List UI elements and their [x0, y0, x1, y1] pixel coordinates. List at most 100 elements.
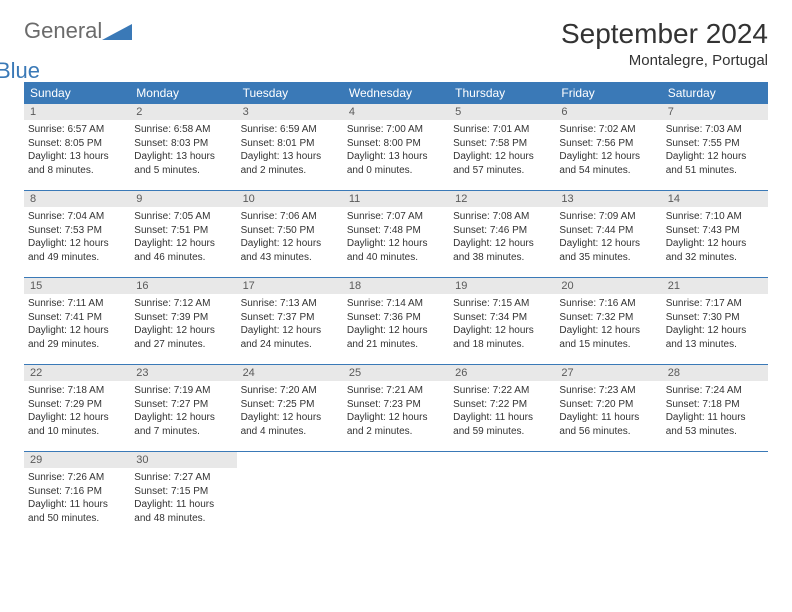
day-number: 8 — [24, 191, 130, 207]
week-row: 1Sunrise: 6:57 AMSunset: 8:05 PMDaylight… — [24, 104, 768, 191]
sunset-line: Sunset: 7:37 PM — [241, 311, 339, 325]
calendar-cell: 19Sunrise: 7:15 AMSunset: 7:34 PMDayligh… — [449, 278, 555, 364]
sunset-line: Sunset: 7:55 PM — [666, 137, 764, 151]
day-number: 19 — [449, 278, 555, 294]
day-details: Sunrise: 7:19 AMSunset: 7:27 PMDaylight:… — [130, 381, 236, 444]
sunrise-line: Sunrise: 7:07 AM — [347, 210, 445, 224]
sunset-line: Sunset: 8:05 PM — [28, 137, 126, 151]
day-details: Sunrise: 7:23 AMSunset: 7:20 PMDaylight:… — [555, 381, 661, 444]
daylight-line: Daylight: 12 hours and 29 minutes. — [28, 324, 126, 351]
day-number: 9 — [130, 191, 236, 207]
sunset-line: Sunset: 7:51 PM — [134, 224, 232, 238]
sunrise-line: Sunrise: 7:26 AM — [28, 471, 126, 485]
day-headers: Sunday Monday Tuesday Wednesday Thursday… — [24, 82, 768, 104]
sunrise-line: Sunrise: 7:05 AM — [134, 210, 232, 224]
daylight-line: Daylight: 12 hours and 7 minutes. — [134, 411, 232, 438]
calendar-cell: 5Sunrise: 7:01 AMSunset: 7:58 PMDaylight… — [449, 104, 555, 190]
calendar-cell: 23Sunrise: 7:19 AMSunset: 7:27 PMDayligh… — [130, 365, 236, 451]
sunrise-line: Sunrise: 6:58 AM — [134, 123, 232, 137]
sunset-line: Sunset: 7:22 PM — [453, 398, 551, 412]
daylight-line: Daylight: 13 hours and 8 minutes. — [28, 150, 126, 177]
calendar-cell: 4Sunrise: 7:00 AMSunset: 8:00 PMDaylight… — [343, 104, 449, 190]
daylight-line: Daylight: 12 hours and 21 minutes. — [347, 324, 445, 351]
weeks-grid: 1Sunrise: 6:57 AMSunset: 8:05 PMDaylight… — [24, 104, 768, 538]
day-number: 11 — [343, 191, 449, 207]
sunset-line: Sunset: 7:30 PM — [666, 311, 764, 325]
day-details: Sunrise: 7:17 AMSunset: 7:30 PMDaylight:… — [662, 294, 768, 357]
day-number: 5 — [449, 104, 555, 120]
day-number: 16 — [130, 278, 236, 294]
sunrise-line: Sunrise: 7:23 AM — [559, 384, 657, 398]
sunrise-line: Sunrise: 7:17 AM — [666, 297, 764, 311]
day-details: Sunrise: 7:21 AMSunset: 7:23 PMDaylight:… — [343, 381, 449, 444]
daylight-line: Daylight: 13 hours and 2 minutes. — [241, 150, 339, 177]
day-details: Sunrise: 7:14 AMSunset: 7:36 PMDaylight:… — [343, 294, 449, 357]
calendar-cell: 3Sunrise: 6:59 AMSunset: 8:01 PMDaylight… — [237, 104, 343, 190]
sunrise-line: Sunrise: 7:21 AM — [347, 384, 445, 398]
sunrise-line: Sunrise: 7:20 AM — [241, 384, 339, 398]
sunset-line: Sunset: 8:03 PM — [134, 137, 232, 151]
sunset-line: Sunset: 7:53 PM — [28, 224, 126, 238]
week-row: 29Sunrise: 7:26 AMSunset: 7:16 PMDayligh… — [24, 452, 768, 538]
day-details: Sunrise: 7:24 AMSunset: 7:18 PMDaylight:… — [662, 381, 768, 444]
day-details: Sunrise: 7:10 AMSunset: 7:43 PMDaylight:… — [662, 207, 768, 270]
calendar-cell: 12Sunrise: 7:08 AMSunset: 7:46 PMDayligh… — [449, 191, 555, 277]
day-number: 23 — [130, 365, 236, 381]
sunrise-line: Sunrise: 7:10 AM — [666, 210, 764, 224]
day-details: Sunrise: 7:11 AMSunset: 7:41 PMDaylight:… — [24, 294, 130, 357]
sunset-line: Sunset: 7:25 PM — [241, 398, 339, 412]
daylight-line: Daylight: 11 hours and 59 minutes. — [453, 411, 551, 438]
day-number: 1 — [24, 104, 130, 120]
sunrise-line: Sunrise: 7:22 AM — [453, 384, 551, 398]
calendar-cell: 18Sunrise: 7:14 AMSunset: 7:36 PMDayligh… — [343, 278, 449, 364]
day-details: Sunrise: 7:06 AMSunset: 7:50 PMDaylight:… — [237, 207, 343, 270]
calendar-cell: 13Sunrise: 7:09 AMSunset: 7:44 PMDayligh… — [555, 191, 661, 277]
day-number: 3 — [237, 104, 343, 120]
day-number: 27 — [555, 365, 661, 381]
sunset-line: Sunset: 7:48 PM — [347, 224, 445, 238]
sunset-line: Sunset: 8:01 PM — [241, 137, 339, 151]
day-header-mon: Monday — [130, 82, 236, 104]
daylight-line: Daylight: 12 hours and 38 minutes. — [453, 237, 551, 264]
sunset-line: Sunset: 7:56 PM — [559, 137, 657, 151]
sunrise-line: Sunrise: 7:12 AM — [134, 297, 232, 311]
daylight-line: Daylight: 12 hours and 43 minutes. — [241, 237, 339, 264]
calendar-cell: 9 Sunrise: 7:05 AMSunset: 7:51 PMDaylight… — [130, 191, 236, 277]
sunset-line: Sunset: 7:27 PM — [134, 398, 232, 412]
daylight-line: Daylight: 12 hours and 46 minutes. — [134, 237, 232, 264]
day-details: Sunrise: 7:07 AMSunset: 7:48 PMDaylight:… — [343, 207, 449, 270]
sunset-line: Sunset: 7:16 PM — [28, 485, 126, 499]
sunset-line: Sunset: 7:44 PM — [559, 224, 657, 238]
sunrise-line: Sunrise: 7:08 AM — [453, 210, 551, 224]
sunset-line: Sunset: 7:20 PM — [559, 398, 657, 412]
day-details: Sunrise: 7:18 AMSunset: 7:29 PMDaylight:… — [24, 381, 130, 444]
daylight-line: Daylight: 12 hours and 32 minutes. — [666, 237, 764, 264]
sunrise-line: Sunrise: 7:00 AM — [347, 123, 445, 137]
logo-text-general: General — [24, 18, 102, 43]
sunset-line: Sunset: 8:00 PM — [347, 137, 445, 151]
daylight-line: Daylight: 11 hours and 53 minutes. — [666, 411, 764, 438]
calendar-cell: 28Sunrise: 7:24 AMSunset: 7:18 PMDayligh… — [662, 365, 768, 451]
calendar-cell: 22Sunrise: 7:18 AMSunset: 7:29 PMDayligh… — [24, 365, 130, 451]
title-block: September 2024 Montalegre, Portugal — [561, 18, 768, 69]
day-details: Sunrise: 7:20 AMSunset: 7:25 PMDaylight:… — [237, 381, 343, 444]
calendar-cell: 25Sunrise: 7:21 AMSunset: 7:23 PMDayligh… — [343, 365, 449, 451]
calendar-cell: 8Sunrise: 7:04 AMSunset: 7:53 PMDaylight… — [24, 191, 130, 277]
daylight-line: Daylight: 11 hours and 56 minutes. — [559, 411, 657, 438]
calendar-cell: 15Sunrise: 7:11 AMSunset: 7:41 PMDayligh… — [24, 278, 130, 364]
calendar-cell — [237, 452, 343, 538]
day-details: Sunrise: 7:15 AMSunset: 7:34 PMDaylight:… — [449, 294, 555, 357]
calendar-cell: 11Sunrise: 7:07 AMSunset: 7:48 PMDayligh… — [343, 191, 449, 277]
daylight-line: Daylight: 11 hours and 50 minutes. — [28, 498, 126, 525]
sunrise-line: Sunrise: 7:16 AM — [559, 297, 657, 311]
daylight-line: Daylight: 12 hours and 2 minutes. — [347, 411, 445, 438]
daylight-line: Daylight: 12 hours and 10 minutes. — [28, 411, 126, 438]
day-number: 22 — [24, 365, 130, 381]
day-number: 4 — [343, 104, 449, 120]
sunrise-line: Sunrise: 7:18 AM — [28, 384, 126, 398]
day-number: 18 — [343, 278, 449, 294]
day-details: Sunrise: 7:22 AMSunset: 7:22 PMDaylight:… — [449, 381, 555, 444]
location: Montalegre, Portugal — [561, 52, 768, 69]
sunset-line: Sunset: 7:18 PM — [666, 398, 764, 412]
day-number: 28 — [662, 365, 768, 381]
